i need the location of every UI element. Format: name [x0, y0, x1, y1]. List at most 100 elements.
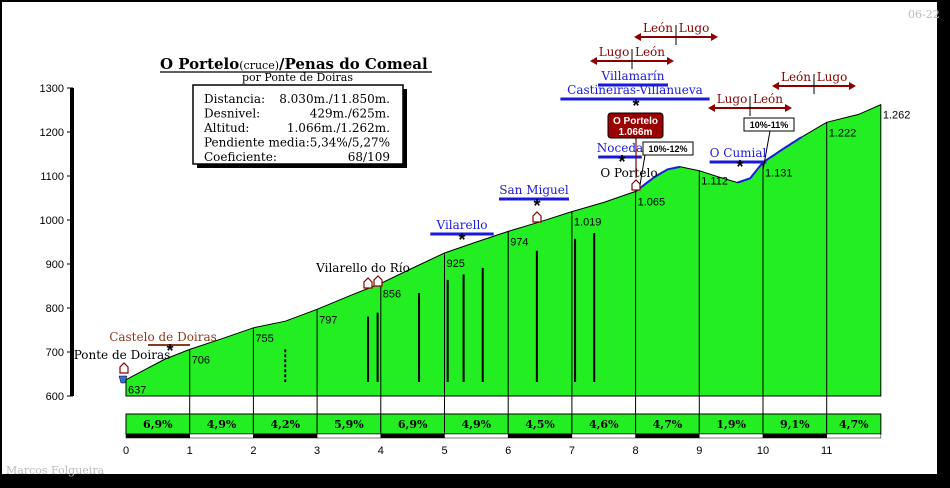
km-scale-bar — [189, 433, 254, 439]
x-tick-label: 5 — [441, 445, 447, 457]
altitude-label: 974 — [510, 236, 528, 248]
direction-left-label: Lugo — [599, 45, 630, 59]
y-tick-label: 900 — [46, 259, 64, 271]
stat-value: 5,34%/5,27% — [310, 136, 390, 150]
slope-box — [743, 117, 795, 132]
arrow-head-right — [711, 33, 718, 41]
steep-section-line — [635, 165, 681, 193]
segment-gradient-label: 9,1% — [780, 418, 810, 431]
direction-right-label: Lugo — [817, 70, 848, 84]
altitude-label: 925 — [447, 258, 465, 270]
slope-box-label: 10%-11% — [750, 120, 789, 130]
place-label: Castiñeiras-Villanueva — [567, 83, 703, 97]
place-label: Vilarello do Río — [315, 261, 410, 275]
landmark-asterisk: * — [618, 152, 625, 172]
place-label: Ponte de Doiras — [74, 348, 171, 362]
house-icon — [631, 179, 641, 191]
segment-gradient-label: 4,9% — [462, 418, 492, 431]
km-scale-bar — [635, 433, 700, 439]
y-tick-label: 1000 — [40, 215, 64, 227]
km-scale-bar — [571, 433, 636, 439]
stat-value: 429m./625m. — [310, 107, 390, 121]
stat-label: Altitud: — [203, 121, 249, 135]
steep-section-line — [737, 136, 802, 184]
house-icon — [119, 362, 129, 374]
arrow-head-left — [708, 104, 715, 112]
x-tick-label: 9 — [696, 445, 702, 457]
direction-left-label: Lugo — [717, 92, 748, 106]
place-label: O Cumial — [710, 146, 767, 160]
water-icon — [118, 375, 128, 384]
altitude-label: 1.112 — [701, 176, 728, 188]
title-start: O Portelo — [160, 55, 239, 73]
summit-badge — [607, 112, 664, 139]
place-label: Castelo de Doiras — [109, 330, 217, 344]
landmark-asterisk: * — [458, 230, 465, 250]
altitude-label: 856 — [383, 288, 401, 300]
house-icon — [363, 277, 373, 289]
slope-box — [642, 141, 694, 156]
altitude-label: 797 — [319, 314, 337, 326]
altitude-label: 1.262 — [883, 110, 911, 122]
altitude-label: 1.019 — [574, 217, 602, 229]
x-tick-label: 4 — [378, 445, 384, 457]
km-scale-bar — [507, 433, 573, 439]
stat-label: Coeficiente: — [204, 150, 277, 164]
landmark-asterisk: * — [736, 157, 743, 177]
x-tick-label: 7 — [569, 445, 575, 457]
place-label: Vilarello — [435, 218, 487, 232]
landmark-asterisk: * — [533, 196, 540, 216]
arrow-head-right — [667, 57, 674, 65]
altitude-label: 1.131 — [765, 167, 793, 179]
slope-box-leader — [639, 154, 646, 186]
y-axis — [70, 88, 74, 396]
segment-gradient-label: 5,9% — [334, 418, 364, 431]
segment-gradient-label: 4,9% — [207, 418, 237, 431]
title-note: (cruce) — [239, 59, 279, 72]
house-icon — [373, 275, 383, 287]
x-tick-label: 10 — [757, 445, 769, 457]
x-tick-label: 11 — [821, 445, 832, 457]
altitude-label: 706 — [192, 354, 210, 366]
direction-right-label: León — [753, 92, 783, 106]
x-tick-label: 6 — [505, 445, 511, 457]
km-scale-bar — [125, 433, 190, 439]
x-tick-label: 3 — [314, 445, 320, 457]
landmark-asterisk: * — [166, 341, 173, 361]
y-tick-label: 1300 — [40, 83, 64, 95]
direction-right-label: León — [635, 45, 665, 59]
x-tick-label: 2 — [250, 445, 256, 457]
arrow-head-left — [772, 82, 779, 90]
stats-box — [192, 84, 404, 165]
stat-label: Pendiente media: — [204, 136, 310, 150]
chart-title: O Portelo(cruce)/Penas do Comeal — [160, 55, 428, 73]
segment-gradient-label: 4,5% — [525, 418, 555, 431]
arrow-head-right — [849, 82, 856, 90]
y-tick-label: 1200 — [40, 127, 64, 139]
x-tick-label: 8 — [633, 445, 639, 457]
stat-value: 8.030m./11.850m. — [279, 92, 390, 106]
altitude-label: 755 — [255, 333, 273, 345]
title-end: /Penas do Comeal — [279, 55, 428, 73]
author-credit: Marcos Folgueira — [6, 464, 105, 477]
y-tick-label: 1100 — [40, 171, 64, 183]
segment-gradient-label: 6,9% — [143, 418, 173, 431]
direction-left-label: León — [643, 21, 673, 35]
altitude-label: 1.222 — [829, 127, 857, 139]
summit-badge-name: O Portelo — [613, 116, 658, 127]
segment-gradient-label: 4,6% — [589, 418, 619, 431]
km-scale-bar — [444, 433, 509, 439]
direction-left-label: León — [781, 70, 811, 84]
summit-badge-altitude: 1.066m — [619, 127, 653, 138]
km-scale-bar — [380, 433, 445, 439]
km-scale-bar — [826, 433, 882, 439]
x-tick-label: 1 — [187, 445, 193, 457]
altitude-label: 637 — [128, 385, 146, 397]
altitude-label: 1.065 — [638, 196, 666, 208]
house-icon — [532, 211, 542, 223]
stat-label: Distancia: — [204, 92, 265, 106]
x-tick-label: 0 — [123, 445, 129, 457]
arrow-head-left — [590, 57, 597, 65]
y-tick-label: 700 — [46, 347, 64, 359]
